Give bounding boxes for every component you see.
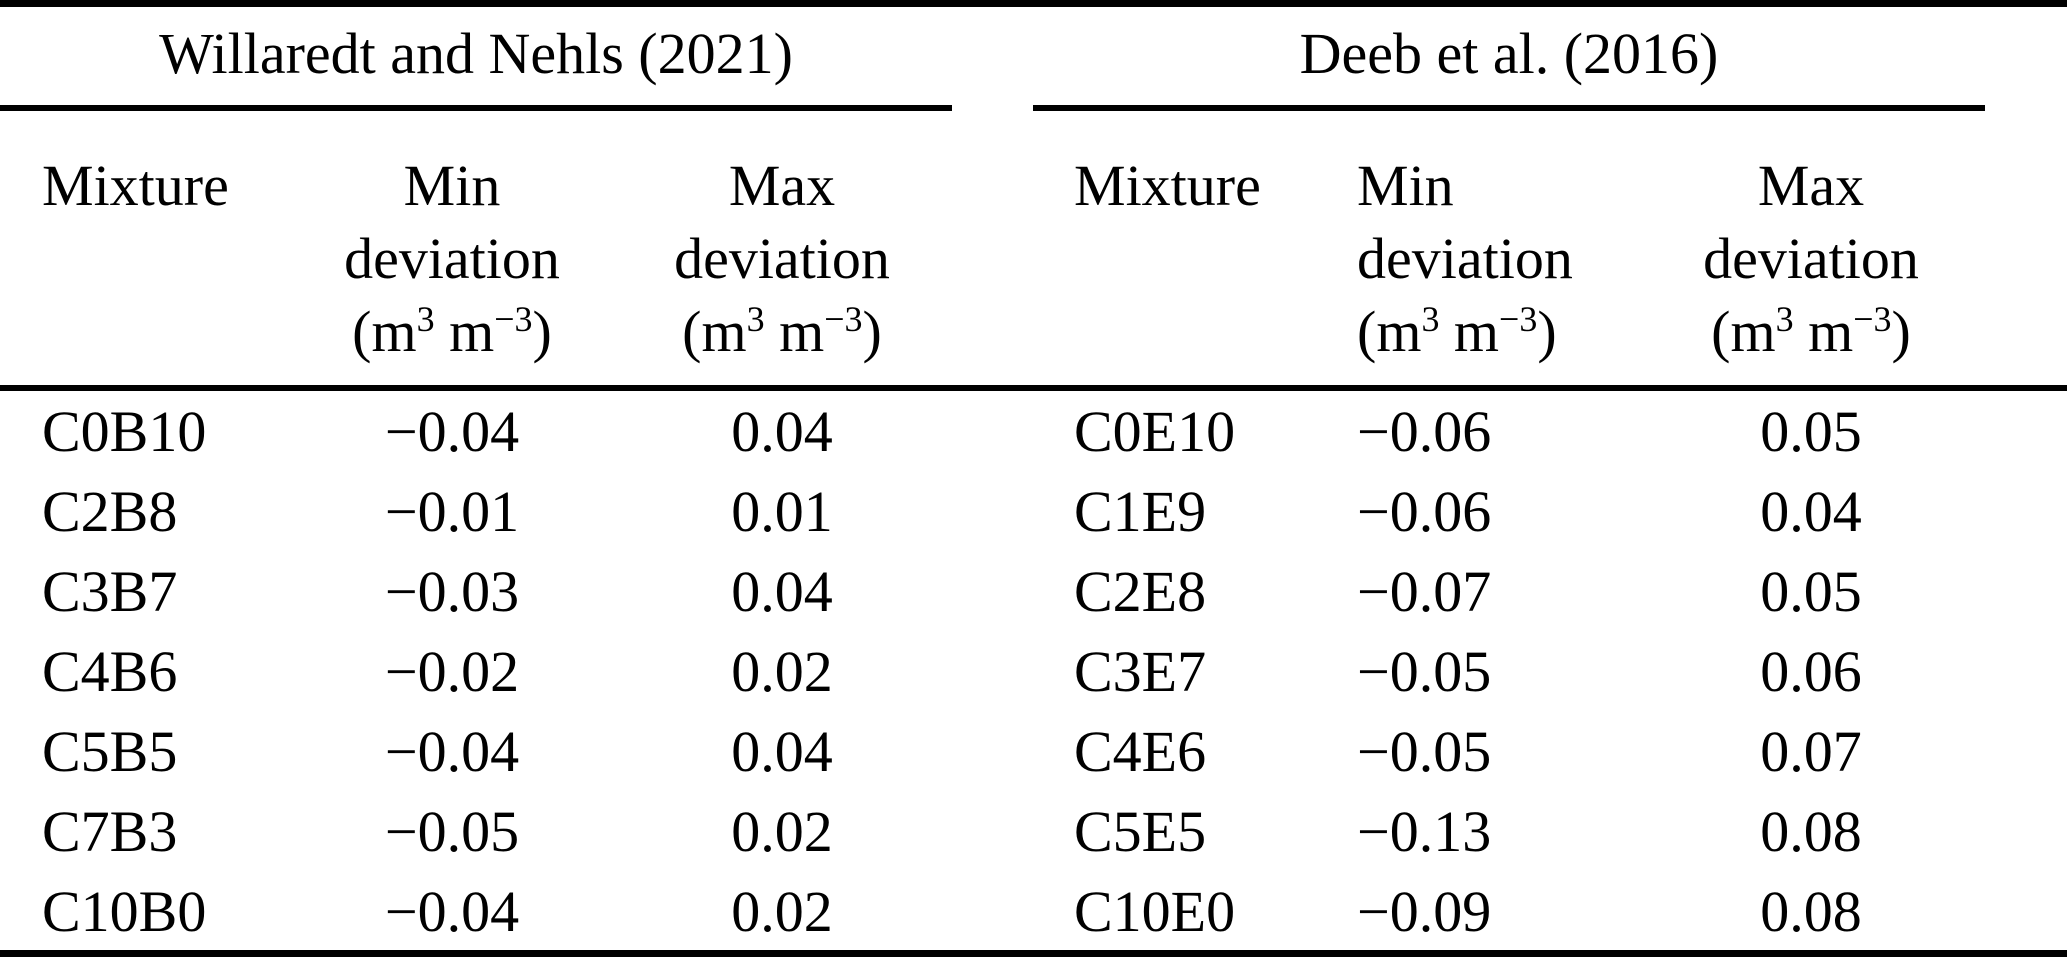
mixture-cell: C4B6 <box>42 639 178 704</box>
table-row: C3B7 −0.03 0.04 <box>0 552 952 632</box>
table-row: C2E8 −0.07 0.05 <box>1033 552 1985 632</box>
min-deviation-cell: −0.13 <box>1357 799 1492 864</box>
min-deviation-cell: −0.05 <box>384 799 520 864</box>
right-header-row: Mixture Min deviation (m3 m−3) Max devia… <box>1033 125 1985 392</box>
header-bottom-rule <box>0 385 2067 391</box>
max-deviation-cell: 0.01 <box>731 479 833 544</box>
min-deviation-cell: −0.07 <box>1357 559 1492 624</box>
mixture-cell: C4E6 <box>1074 719 1207 784</box>
left-header-max-deviation: Max deviation (m3 m−3) <box>612 149 952 392</box>
table-row: C5B5 −0.04 0.04 <box>0 712 952 792</box>
min-deviation-cell: −0.03 <box>384 559 520 624</box>
mixture-cell: C5E5 <box>1074 799 1207 864</box>
right-table-body: C0E10 −0.06 0.05 C1E9 −0.06 0.04 C2E8 −0… <box>1033 392 1985 952</box>
mixture-cell: C0E10 <box>1074 399 1236 464</box>
min-deviation-cell: −0.04 <box>384 399 520 464</box>
section-title-willaredt: Willaredt and Nehls (2021) <box>159 21 793 86</box>
mixture-cell: C3B7 <box>42 559 178 624</box>
left-header-min-deviation: Min deviation (m3 m−3) <box>292 149 612 392</box>
min-deviation-cell: −0.05 <box>1357 639 1492 704</box>
top-rule <box>0 0 2067 7</box>
mixture-cell: C2E8 <box>1074 559 1207 624</box>
table-row: C7B3 −0.05 0.02 <box>0 792 952 872</box>
unit-label: (m3 m−3) <box>682 299 882 364</box>
table-row: C10E0 −0.09 0.08 <box>1033 872 1985 952</box>
unit-label: (m3 m−3) <box>1357 299 1557 364</box>
left-table-body: C0B10 −0.04 0.04 C2B8 −0.01 0.01 C3B7 −0… <box>0 392 952 952</box>
right-section-rule <box>1033 105 1985 111</box>
table-row: C2B8 −0.01 0.01 <box>0 472 952 552</box>
mixture-cell: C0B10 <box>42 399 207 464</box>
max-deviation-cell: 0.08 <box>1760 879 1862 944</box>
max-deviation-cell: 0.05 <box>1760 399 1862 464</box>
mixture-cell: C10E0 <box>1074 879 1236 944</box>
table-row: C0B10 −0.04 0.04 <box>0 392 952 472</box>
mixture-cell: C3E7 <box>1074 639 1207 704</box>
left-header-mixture: Mixture <box>42 153 229 218</box>
min-deviation-cell: −0.04 <box>384 719 520 784</box>
table-row: C10B0 −0.04 0.02 <box>0 872 952 952</box>
section-title-deeb: Deeb et al. (2016) <box>1299 21 1719 86</box>
mixture-cell: C10B0 <box>42 879 207 944</box>
max-deviation-cell: 0.04 <box>731 559 833 624</box>
mixture-cell: C7B3 <box>42 799 178 864</box>
min-deviation-cell: −0.06 <box>1357 399 1492 464</box>
unit-label: (m3 m−3) <box>352 299 552 364</box>
right-header-mixture: Mixture <box>1074 153 1261 218</box>
max-deviation-cell: 0.05 <box>1760 559 1862 624</box>
left-header-row: Mixture Min deviation (m3 m−3) Max devia… <box>0 125 952 392</box>
table-row: C4B6 −0.02 0.02 <box>0 632 952 712</box>
right-header-min-deviation: Min deviation (m3 m−3) <box>1357 149 1637 392</box>
table-row: C4E6 −0.05 0.07 <box>1033 712 1985 792</box>
table-row: C0E10 −0.06 0.05 <box>1033 392 1985 472</box>
min-deviation-cell: −0.04 <box>384 879 520 944</box>
bottom-rule <box>0 950 2067 957</box>
min-deviation-cell: −0.05 <box>1357 719 1492 784</box>
mixture-cell: C1E9 <box>1074 479 1207 544</box>
max-deviation-cell: 0.08 <box>1760 799 1862 864</box>
right-table: Mixture Min deviation (m3 m−3) Max devia… <box>1033 125 1985 944</box>
table-row: C5E5 −0.13 0.08 <box>1033 792 1985 872</box>
table-row: C3E7 −0.05 0.06 <box>1033 632 1985 712</box>
max-deviation-cell: 0.06 <box>1760 639 1862 704</box>
min-deviation-cell: −0.06 <box>1357 479 1492 544</box>
max-deviation-cell: 0.04 <box>1760 479 1862 544</box>
left-table: Mixture Min deviation (m3 m−3) Max devia… <box>0 125 952 944</box>
max-deviation-cell: 0.07 <box>1760 719 1862 784</box>
min-deviation-cell: −0.09 <box>1357 879 1492 944</box>
table-row: C1E9 −0.06 0.04 <box>1033 472 1985 552</box>
max-deviation-cell: 0.02 <box>731 639 833 704</box>
max-deviation-cell: 0.04 <box>731 399 833 464</box>
mixture-cell: C2B8 <box>42 479 178 544</box>
max-deviation-cell: 0.02 <box>731 799 833 864</box>
min-deviation-cell: −0.01 <box>384 479 520 544</box>
max-deviation-cell: 0.04 <box>731 719 833 784</box>
left-section-rule <box>0 105 952 111</box>
min-deviation-cell: −0.02 <box>384 639 520 704</box>
unit-label: (m3 m−3) <box>1711 299 1911 364</box>
max-deviation-cell: 0.02 <box>731 879 833 944</box>
mixture-cell: C5B5 <box>42 719 178 784</box>
right-header-max-deviation: Max deviation (m3 m−3) <box>1637 149 1985 392</box>
